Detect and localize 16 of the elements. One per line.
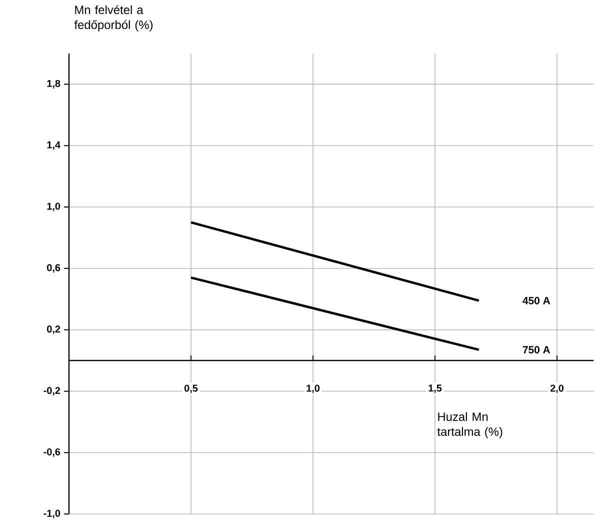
y-tick-label: -0,2 — [44, 386, 60, 396]
x-tick-label: 2,0 — [550, 384, 564, 394]
x-tick-label: 1,0 — [306, 384, 320, 394]
y-tick-label: 0,2 — [47, 326, 60, 334]
y-axis-title: Mn felvétel a fedőporból (%) — [74, 5, 153, 32]
y-tick-label: 1,0 — [47, 202, 60, 212]
y-tick-label: 0,6 — [47, 264, 60, 273]
text: 450 A — [522, 296, 550, 304]
y-tick-label: 1,8 — [47, 80, 60, 88]
y-tick-label: -0,6 — [44, 448, 60, 457]
y-tick-label: -1,0 — [44, 510, 60, 518]
y-tick-label: 1,4 — [47, 141, 60, 150]
x-axis-title: Huzal Mn tartalma (%) — [437, 412, 502, 438]
text: 750 A — [522, 346, 550, 354]
x-tick-label: 1,5 — [428, 384, 442, 394]
x-tick-label: 0,5 — [184, 384, 198, 394]
